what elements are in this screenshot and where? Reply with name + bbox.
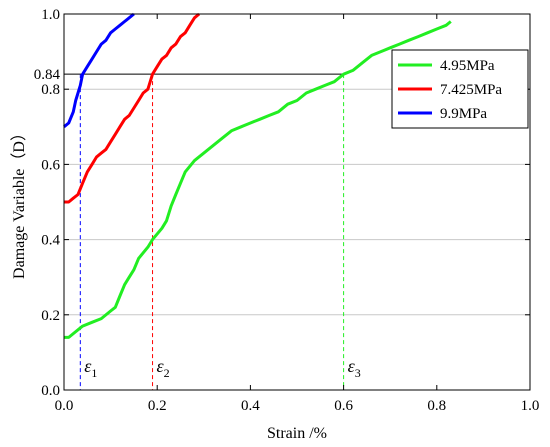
x-tick-label: 0.8 — [427, 398, 446, 414]
reference-line-label: 0.84 — [34, 67, 61, 83]
strain-marker-subscript: 2 — [164, 366, 170, 380]
y-tick-label: 0.4 — [41, 233, 60, 249]
reference-lines: 0.84 — [34, 67, 345, 390]
strain-marker-label: ε1 — [84, 356, 97, 380]
series-line — [64, 12, 201, 204]
strain-marker-subscript: 1 — [91, 366, 97, 380]
x-tick-label: 0.2 — [148, 398, 167, 414]
x-tick-label: 0.4 — [241, 398, 260, 414]
series-line — [63, 12, 135, 128]
y-tick-label: 1.0 — [41, 7, 60, 23]
x-tick-label: 0.6 — [334, 398, 353, 414]
y-tick-label: 0.0 — [41, 383, 60, 399]
strain-marker-symbol: ε — [157, 356, 165, 376]
y-axis-title: Damage Variable（D） — [10, 125, 28, 279]
axis-ticks: 0.0 0.2 0.4 0.6 0.8 1.0 0.0 0.2 0.4 0.6 0.8 1.0 — [41, 7, 539, 414]
strain-marker-symbol: ε — [348, 356, 356, 376]
legend-entry: 9.9MPa — [440, 106, 487, 122]
series-group — [63, 12, 452, 339]
strain-marker-subscript: 3 — [355, 366, 361, 380]
x-axis-title: Strain /% — [267, 425, 327, 442]
strain-marker-symbol: ε — [84, 356, 92, 376]
y-tick-label: 0.2 — [41, 308, 60, 324]
strain-marker-label: ε2 — [157, 356, 170, 380]
legend: 4.95MPa 7.425MPa 9.9MPa — [391, 49, 529, 129]
legend-entry: 7.425MPa — [440, 82, 502, 98]
series-line — [64, 20, 452, 339]
plot-frame — [63, 13, 531, 391]
x-tick-label: 0.0 — [55, 398, 74, 414]
strain-marker-label: ε3 — [348, 356, 361, 380]
x-tick-label: 1.0 — [521, 398, 540, 414]
strain-markers: ε1 ε2 ε3 — [84, 356, 360, 380]
y-tick-label: 0.6 — [41, 157, 60, 173]
legend-entry: 4.95MPa — [440, 58, 495, 74]
y-tick-label: 0.8 — [41, 82, 60, 98]
